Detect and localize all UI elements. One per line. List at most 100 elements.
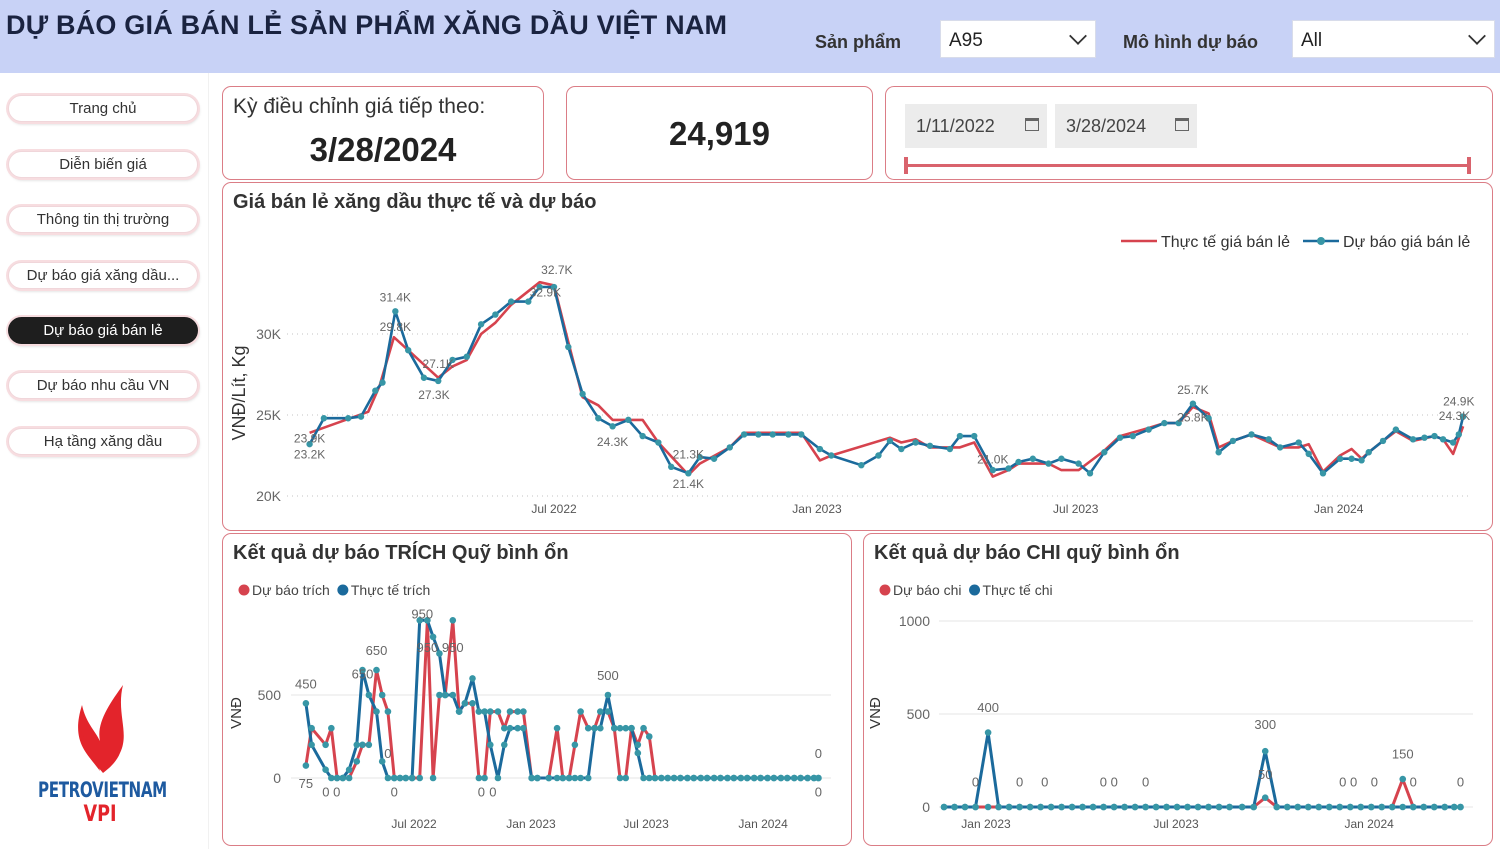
data-point [750, 774, 758, 782]
data-point [424, 617, 431, 624]
data-point [951, 803, 958, 811]
data-point [640, 774, 647, 782]
data-point [1215, 449, 1222, 456]
data-point [322, 741, 329, 749]
model-dropdown[interactable]: All [1292, 20, 1495, 58]
data-point [536, 283, 543, 291]
data-point [815, 774, 822, 782]
series-line-2 [944, 731, 1461, 809]
data-point [658, 774, 665, 782]
data-point [628, 724, 635, 732]
data-point [790, 774, 798, 782]
data-point [390, 774, 398, 782]
data-point [339, 774, 347, 782]
data-point [597, 708, 604, 715]
date-slider-start-handle[interactable] [904, 157, 908, 174]
date-slider-track[interactable] [906, 164, 1470, 167]
data-point [461, 700, 469, 707]
data-point [420, 374, 428, 381]
nav-retail-price-forecast[interactable]: Dự báo giá bán lẻ [8, 317, 198, 344]
data-label: 32.9K [530, 286, 561, 300]
data-point [487, 708, 494, 715]
data-point [655, 439, 662, 446]
data-point [1379, 437, 1387, 445]
nav-price-trends[interactable]: Diễn biến giá [8, 151, 198, 178]
data-point [743, 774, 751, 782]
date-range-card: 1/11/2022 3/28/2024 [885, 86, 1493, 180]
sidebar: Trang chủ Diễn biến giá Thông tin thị tr… [0, 73, 209, 849]
data-label: 25.8K [1177, 410, 1208, 424]
data-point [770, 774, 778, 782]
data-point [308, 741, 315, 749]
legend-forecast-label: Dự báo giá bán lẻ [1343, 234, 1470, 251]
data-point [1189, 400, 1197, 407]
product-dropdown[interactable]: A95 [940, 20, 1096, 58]
data-label: 23.9K [294, 432, 325, 446]
y-tick-label: 500 [907, 706, 931, 722]
data-point [378, 758, 386, 765]
nav-market-info[interactable]: Thông tin thị trường [8, 206, 198, 233]
date-slider-end-handle[interactable] [1467, 157, 1471, 174]
forecast-price-value: 24,919 [669, 115, 770, 152]
data-point [429, 633, 437, 641]
data-point [1431, 432, 1438, 440]
data-point [384, 708, 392, 715]
data-point [1215, 803, 1223, 811]
data-point [1238, 803, 1246, 811]
data-point [1145, 426, 1152, 433]
data-point [1388, 803, 1396, 811]
petrovietnam-logo: PETROVIETNAM VPI [30, 683, 180, 827]
data-point [306, 440, 313, 448]
y-axis-label: VNĐ [228, 697, 245, 729]
start-date-input[interactable]: 1/11/2022 [905, 104, 1047, 148]
data-point [1248, 431, 1255, 438]
data-point [1226, 803, 1233, 811]
product-dropdown-value: A95 [949, 30, 983, 51]
data-point [783, 774, 791, 782]
data-point [359, 666, 366, 674]
data-label: 0 0 [322, 784, 340, 799]
data-point [1250, 803, 1257, 811]
nav-demand-forecast[interactable]: Dự báo nhu cầu VN [8, 372, 198, 399]
data-point [797, 774, 804, 782]
data-point [545, 774, 553, 782]
data-point [1173, 803, 1181, 811]
data-point [345, 774, 353, 782]
data-point [328, 774, 335, 782]
data-point [1101, 449, 1108, 456]
data-point [322, 766, 329, 773]
nav-fuel-price-forecast[interactable]: Dự báo giá xăng dầu... [8, 262, 198, 289]
legend-marker [238, 584, 250, 596]
data-point [640, 724, 647, 732]
data-point [769, 431, 776, 438]
y-tick-label: 0 [922, 799, 930, 815]
nav-home[interactable]: Trang chủ [8, 95, 198, 122]
data-point [1365, 449, 1372, 456]
data-label: 24.3K [1439, 409, 1470, 423]
nav-infrastructure[interactable]: Hạ tầng xăng dầu [8, 428, 198, 455]
data-point [1295, 439, 1302, 446]
data-point [898, 445, 905, 453]
data-point [677, 774, 684, 782]
data-point [579, 390, 586, 398]
data-point [308, 724, 315, 732]
legend-marker [337, 584, 349, 596]
data-point [798, 431, 805, 438]
data-point [1068, 803, 1076, 811]
data-label: 24.9K [1443, 394, 1474, 408]
data-point [858, 462, 865, 469]
data-point [1005, 465, 1012, 472]
legend-label: Dự báo trích [252, 582, 330, 598]
data-point [1409, 436, 1417, 443]
data-point [577, 708, 584, 715]
data-point [940, 803, 948, 811]
model-dropdown-value: All [1301, 30, 1323, 51]
end-date-input[interactable]: 3/28/2024 [1055, 104, 1197, 148]
data-label: 29.8K [380, 320, 411, 334]
data-point [359, 741, 366, 749]
data-point [1265, 436, 1272, 443]
data-label: 500 [597, 668, 619, 683]
data-point [1305, 450, 1312, 458]
data-point [696, 453, 703, 461]
